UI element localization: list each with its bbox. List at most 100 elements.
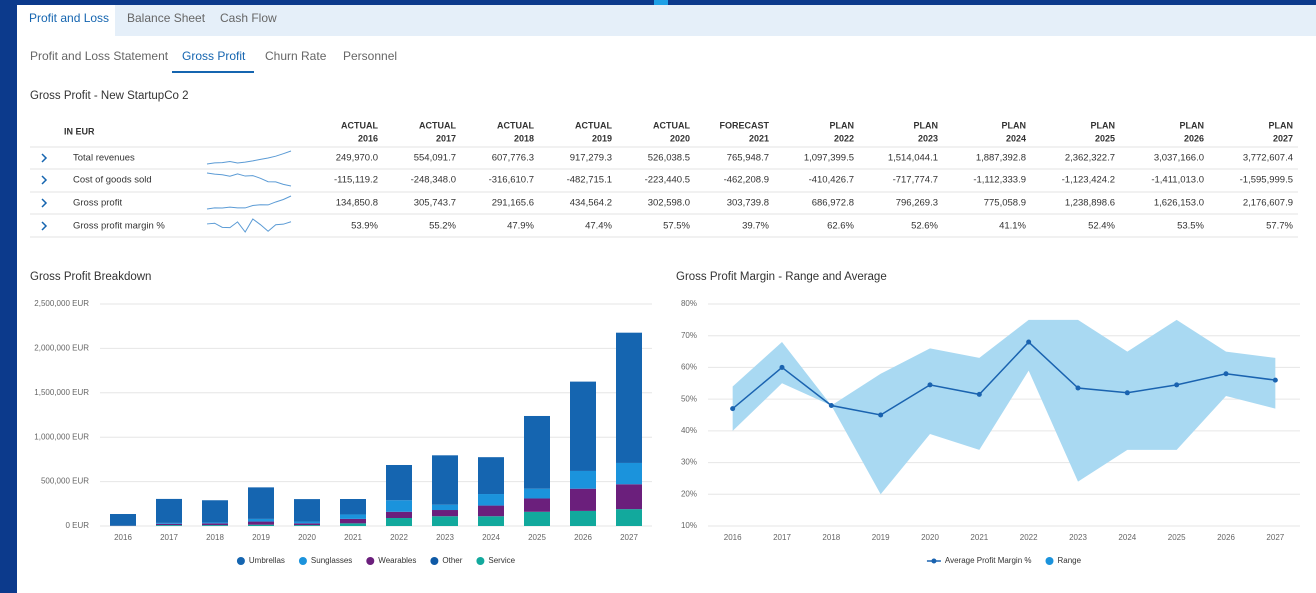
column-year: 2018 [514,133,534,143]
legend-label[interactable]: Range [1057,556,1081,565]
legend-label[interactable]: Umbrellas [249,556,285,565]
cell: -248,348.0 [411,175,456,186]
bar-segment [616,462,642,485]
column-year: 2027 [1273,133,1293,143]
column-kind: ACTUAL [575,120,612,130]
cell: 62.6% [827,221,854,232]
point [1272,377,1278,383]
expand-chevron[interactable] [41,175,48,185]
cell: -223,440.5 [645,175,690,186]
cell: 52.4% [1088,221,1115,232]
column-kind: ACTUAL [419,120,456,130]
x-tick-label: 2018 [822,533,840,542]
bar-segment [616,332,642,463]
bar-segment [524,415,550,489]
column-year: 2021 [749,133,769,143]
subtab[interactable]: Profit and Loss Statement [30,49,169,63]
bar-segment [386,500,412,512]
point [779,364,785,370]
legend-label[interactable]: Sunglasses [311,556,352,565]
tab[interactable]: Profit and Loss [29,11,109,25]
bar-segment [478,457,504,495]
column-kind: PLAN [1269,120,1294,130]
line [732,340,1276,416]
bar-segment [156,498,182,523]
cell: 796,269.3 [896,198,938,209]
tab[interactable]: Cash Flow [220,11,277,25]
cell: -462,208.9 [724,175,769,186]
y-tick-label: 2,000,000 EUR [34,344,89,353]
cell: 302,598.0 [648,198,690,209]
cell: 434,564.2 [570,198,612,209]
point [828,402,834,408]
column-year: 2026 [1184,133,1204,143]
unit: IN EUR [64,126,95,136]
column-kind: PLAN [1180,120,1205,130]
legend-label[interactable]: Other [442,556,462,565]
subtab[interactable]: Churn Rate [265,49,327,63]
y-tick-label: 1,000,000 EUR [34,432,89,441]
y-tick-label: 20% [681,489,697,498]
bar-segment [294,525,320,526]
bar-segment [156,522,182,524]
y-tick-label: 50% [681,394,697,403]
bar-segment [248,487,274,519]
legend-label[interactable]: Wearables [378,556,416,565]
x-tick-label: 2025 [528,533,546,542]
bar-segment [294,521,320,524]
expand-chevron[interactable] [41,153,48,163]
cell: 607,776.3 [492,153,534,164]
column-year: 2019 [592,133,612,143]
expand-chevron[interactable] [41,198,48,208]
expand-chevron[interactable] [41,221,48,231]
x-tick-label: 2024 [482,533,500,542]
y-tick-label: 10% [681,521,697,530]
y-tick-label: 30% [681,458,697,467]
cell: 303,739.8 [727,198,769,209]
cell: 686,972.8 [812,198,854,209]
cell: 39.7% [742,221,769,232]
x-tick-label: 2020 [298,533,316,542]
bar-segment [478,516,504,526]
cell: -1,112,333.9 [973,175,1026,186]
sparkline [206,150,292,165]
legend-swatch [1045,557,1054,565]
tab[interactable]: Balance Sheet [127,11,206,25]
x-tick-label: 2021 [344,533,362,542]
row-label: Cost of goods sold [73,175,152,186]
bar-segment [340,499,366,515]
cell: 249,970.0 [336,153,378,164]
cell: 41.1% [999,221,1026,232]
legend-swatch [931,558,937,564]
column-kind: FORECAST [720,120,770,130]
x-tick-label: 2024 [1118,533,1136,542]
subtab[interactable]: Personnel [343,49,397,63]
legend-label[interactable]: Service [488,556,515,565]
legend-label[interactable]: Average Profit Margin % [945,556,1032,565]
cell: 1,887,392.8 [976,153,1026,164]
column-year: 2024 [1006,133,1026,143]
subtab[interactable]: Gross Profit [182,49,246,63]
x-tick-label: 2017 [773,533,791,542]
row-label: Total revenues [73,153,135,164]
bar-segment [432,504,458,511]
bar-segment [432,455,458,505]
cell: -1,595,999.5 [1240,175,1293,186]
cell: 55.2% [429,221,456,232]
x-tick-label: 2023 [1069,533,1087,542]
cell: 57.5% [663,221,690,232]
y-tick-label: 80% [681,299,697,308]
bar-segment [570,470,596,489]
cell: 526,038.5 [648,153,690,164]
cell: 775,058.9 [984,198,1026,209]
range-area [732,319,1276,495]
x-tick-label: 2022 [1020,533,1038,542]
column-year: 2016 [358,133,378,143]
active-tab [17,5,115,36]
cell: -717,774.7 [893,175,938,186]
cell: 1,626,153.0 [1154,198,1204,209]
cell: 47.4% [585,221,612,232]
point [1223,371,1229,377]
cell: 765,948.7 [727,153,769,164]
